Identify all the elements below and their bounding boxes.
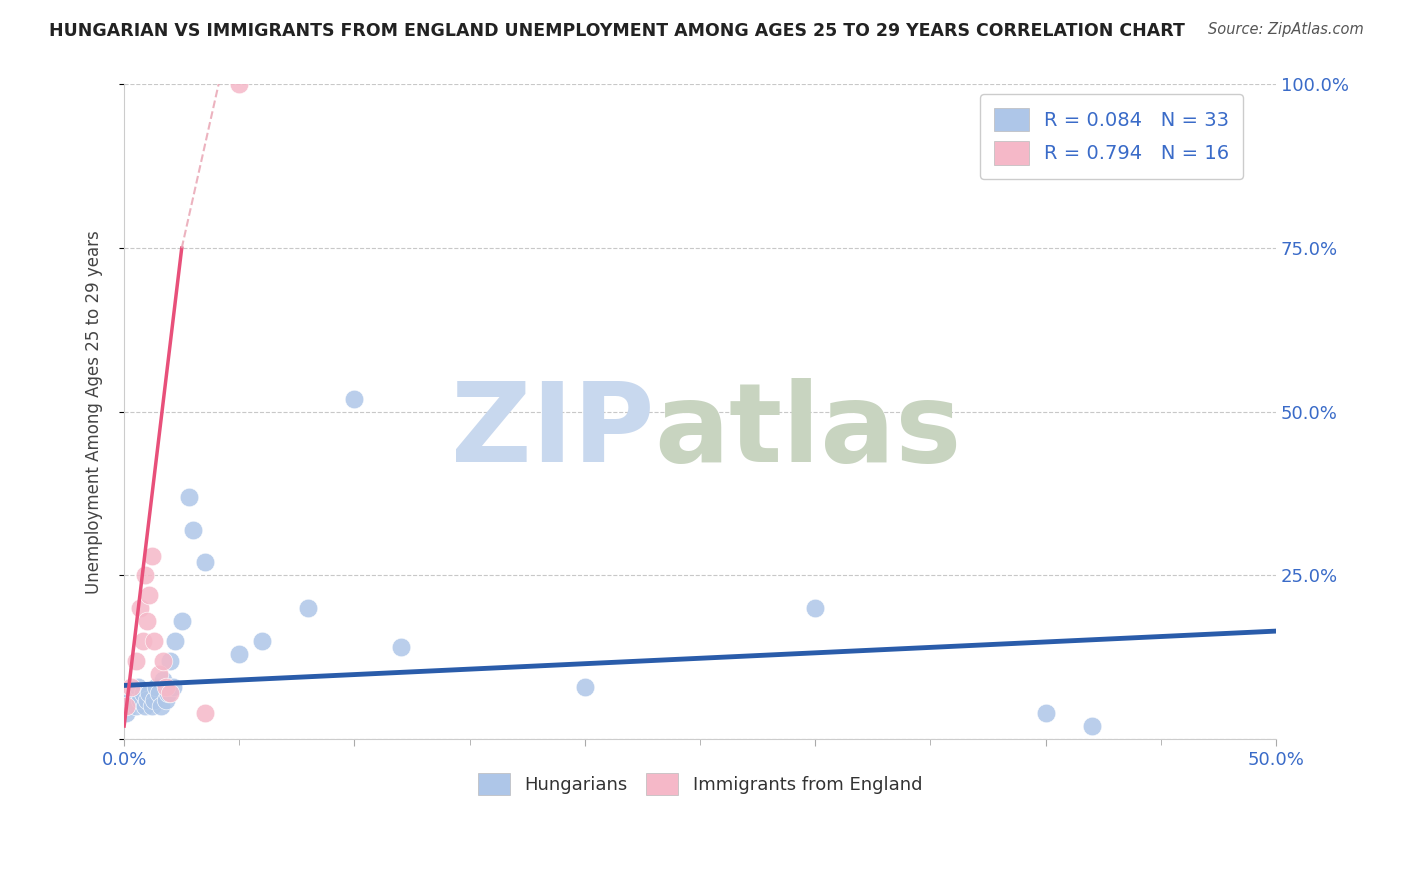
Point (228, 78, 250, 92)
Point (159, 654, 181, 668)
Point (252, 634, 274, 648)
Point (804, 601, 827, 615)
Point (131, 686, 153, 700)
Point (1035, 706, 1057, 720)
Point (155, 680, 177, 694)
Point (155, 693, 177, 707)
Point (124, 654, 146, 668)
Point (574, 680, 596, 694)
Point (152, 673, 174, 688)
Point (129, 693, 152, 707)
Point (194, 555, 217, 569)
Point (389, 640, 412, 655)
Text: ZIP: ZIP (450, 378, 654, 485)
Point (150, 699, 173, 714)
Point (152, 654, 174, 668)
Point (134, 699, 156, 714)
Y-axis label: Unemployment Among Ages 25 to 29 years: Unemployment Among Ages 25 to 29 years (86, 230, 103, 594)
Point (134, 568, 156, 582)
Point (127, 680, 149, 694)
Point (141, 549, 163, 563)
Point (120, 680, 142, 694)
Point (297, 601, 319, 615)
Point (138, 588, 160, 602)
Point (145, 680, 167, 694)
Point (115, 699, 138, 714)
Point (115, 706, 138, 720)
Point (148, 686, 170, 700)
Point (177, 490, 200, 504)
Point (159, 686, 181, 700)
Point (170, 614, 193, 628)
Point (124, 699, 146, 714)
Point (136, 614, 159, 628)
Text: atlas: atlas (654, 378, 962, 485)
Point (138, 686, 160, 700)
Point (181, 523, 204, 537)
Point (228, 647, 250, 661)
Point (141, 699, 163, 714)
Point (343, 392, 366, 406)
Legend: Hungarians, Immigrants from England: Hungarians, Immigrants from England (471, 765, 929, 802)
Point (156, 686, 179, 700)
Point (162, 680, 184, 694)
Point (148, 666, 170, 681)
Point (143, 693, 166, 707)
Point (1080, 719, 1102, 733)
Point (131, 634, 153, 648)
Text: Source: ZipAtlas.com: Source: ZipAtlas.com (1208, 22, 1364, 37)
Point (120, 693, 142, 707)
Point (136, 693, 159, 707)
Text: HUNGARIAN VS IMMIGRANTS FROM ENGLAND UNEMPLOYMENT AMONG AGES 25 TO 29 YEARS CORR: HUNGARIAN VS IMMIGRANTS FROM ENGLAND UNE… (49, 22, 1185, 40)
Point (129, 601, 152, 615)
Point (194, 706, 217, 720)
Point (143, 634, 166, 648)
Point (163, 634, 186, 648)
